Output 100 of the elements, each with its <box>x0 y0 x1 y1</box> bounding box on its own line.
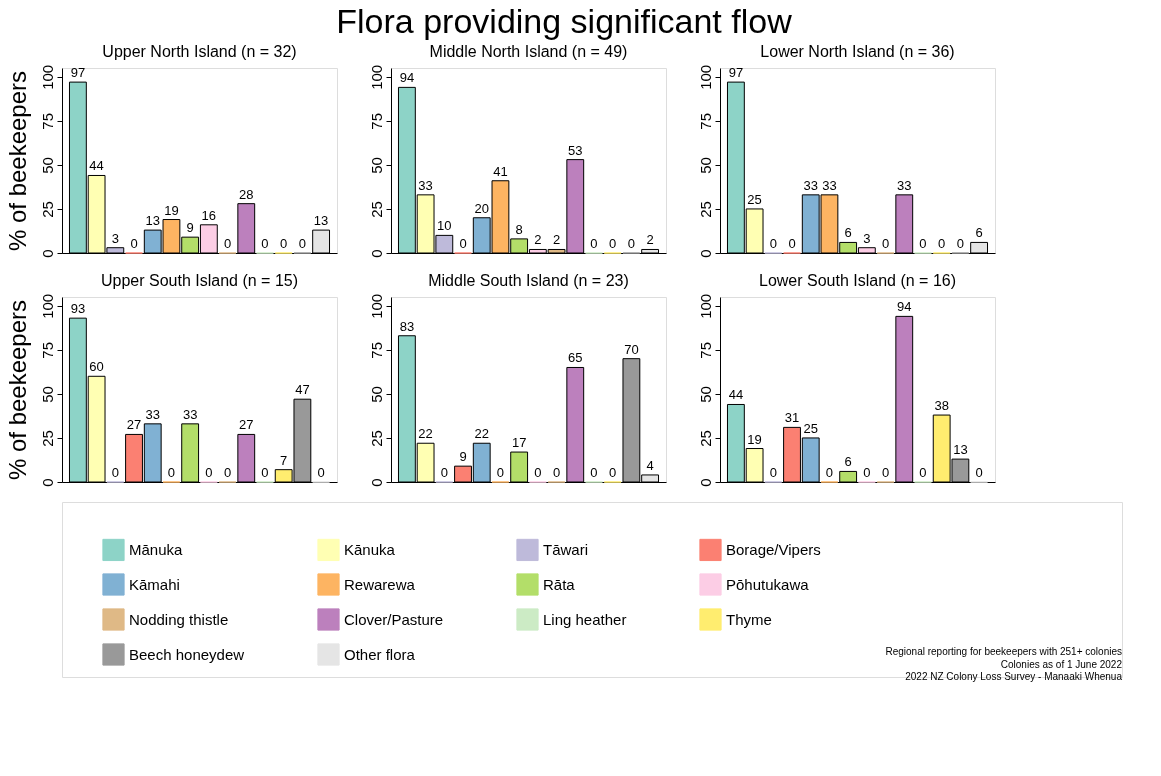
chart-title: Upper North Island (n = 32) <box>102 43 297 61</box>
data-label: 10 <box>437 218 452 234</box>
data-label: 83 <box>399 318 415 334</box>
data-label: 7 <box>280 452 288 468</box>
y-tick-label: 0 <box>367 478 385 487</box>
y-tick-label: 100 <box>38 293 56 319</box>
data-label: 0 <box>919 465 927 480</box>
data-label: 0 <box>881 236 890 251</box>
data-label: 0 <box>769 465 777 480</box>
data-label: 0 <box>881 465 890 480</box>
legend-label: Beech honeydew <box>129 645 245 663</box>
data-label: 0 <box>261 465 269 480</box>
data-label: 2 <box>552 232 561 248</box>
legend-label: Borage/Vipers <box>726 540 821 558</box>
data-label: 28 <box>239 186 254 202</box>
legend-label: Rāta <box>543 575 576 593</box>
y-tick-label: 100 <box>696 64 714 90</box>
text: Flora providing significant flow <box>336 1 793 40</box>
data-label: 0 <box>590 236 598 251</box>
data-label: 0 <box>919 236 927 251</box>
y-tick-label: 0 <box>38 249 56 258</box>
data-label: 0 <box>130 236 138 251</box>
data-label: 6 <box>844 225 852 241</box>
data-label: 93 <box>70 301 86 317</box>
data-label: 0 <box>590 465 598 480</box>
data-label: 47 <box>295 382 310 398</box>
data-label: 31 <box>784 410 800 426</box>
y-tick-label: 100 <box>38 64 56 90</box>
data-label: 6 <box>844 454 852 470</box>
legend-label: Clover/Pasture <box>344 610 444 628</box>
y-tick-label: 50 <box>367 157 385 174</box>
y-tick-label: 50 <box>38 157 56 174</box>
data-label: 0 <box>496 465 505 480</box>
y-tick-label: 75 <box>696 342 714 359</box>
data-label: 0 <box>223 236 232 251</box>
data-label: 70 <box>624 341 639 357</box>
legend-label: Pōhutukawa <box>726 575 810 593</box>
y-tick-label: 25 <box>38 201 56 218</box>
data-label: 60 <box>89 359 104 375</box>
legend-label: Rewarewa <box>344 575 416 593</box>
data-label: 0 <box>609 465 617 480</box>
data-label: 8 <box>515 221 523 237</box>
text: 2022 NZ Colony Loss Survey - Manaaki Whenua <box>905 671 1123 682</box>
y-tick-label: 75 <box>367 113 385 130</box>
text: Regional reporting for beekeepers with 251+ colonies <box>885 646 1122 657</box>
data-label: 33 <box>182 406 198 422</box>
data-label: 0 <box>609 236 617 251</box>
data-label: 0 <box>956 236 965 251</box>
data-label: 0 <box>317 465 325 480</box>
data-label: 2 <box>646 232 654 248</box>
y-tick-label: 50 <box>696 386 714 403</box>
y-tick-label: 25 <box>696 430 714 447</box>
data-label: 65 <box>568 350 583 366</box>
data-label: 33 <box>897 177 912 193</box>
chart-title: Upper South Island (n = 15) <box>100 272 299 290</box>
data-label: 0 <box>261 236 269 251</box>
y-tick-label: 75 <box>696 113 714 130</box>
legend-label: Tāwari <box>543 540 589 558</box>
data-label: 27 <box>126 417 142 433</box>
data-label: 16 <box>201 207 217 223</box>
data-label: 13 <box>145 213 160 229</box>
data-label: 9 <box>459 449 467 465</box>
data-label: 0 <box>280 236 288 251</box>
data-label: 0 <box>627 236 636 251</box>
legend-label: Thyme <box>726 610 772 628</box>
y-tick-label: 25 <box>696 201 714 218</box>
data-label: 0 <box>111 465 119 480</box>
data-label: 0 <box>788 236 796 251</box>
legend-label: Kānuka <box>344 540 396 558</box>
data-label: 0 <box>863 465 871 480</box>
y-tick-label: 0 <box>38 478 56 487</box>
y-tick-label: 100 <box>367 293 385 319</box>
data-label: 44 <box>728 387 744 403</box>
chart-title: Lower North Island (n = 36) <box>760 43 955 61</box>
data-label: 19 <box>747 431 762 447</box>
data-label: 41 <box>493 163 508 179</box>
y-tick-label: 0 <box>696 249 714 258</box>
data-label: 0 <box>205 465 213 480</box>
data-label: 22 <box>474 426 489 442</box>
data-label: 33 <box>145 406 160 422</box>
data-label: 13 <box>313 213 329 229</box>
data-label: 9 <box>186 220 194 236</box>
y-tick-label: 25 <box>367 201 385 218</box>
text: % of beekeepers <box>3 299 31 481</box>
data-label: 33 <box>822 177 837 193</box>
data-label: 94 <box>399 70 415 86</box>
data-label: 0 <box>167 465 176 480</box>
data-label: 19 <box>164 202 179 218</box>
text: Colonies as of 1 June 2022 <box>1000 658 1123 670</box>
data-label: 0 <box>534 465 542 480</box>
legend-label: Kāmahi <box>129 575 180 593</box>
data-label: 0 <box>938 236 946 251</box>
data-label: 13 <box>953 442 968 458</box>
y-tick-label: 25 <box>38 430 56 447</box>
chart-title: Middle South Island (n = 23) <box>428 272 629 290</box>
data-label: 0 <box>552 465 561 480</box>
data-label: 53 <box>568 142 583 158</box>
data-label: 44 <box>89 158 104 174</box>
data-label: 25 <box>747 191 762 207</box>
chart-title: Middle North Island (n = 49) <box>429 43 628 61</box>
